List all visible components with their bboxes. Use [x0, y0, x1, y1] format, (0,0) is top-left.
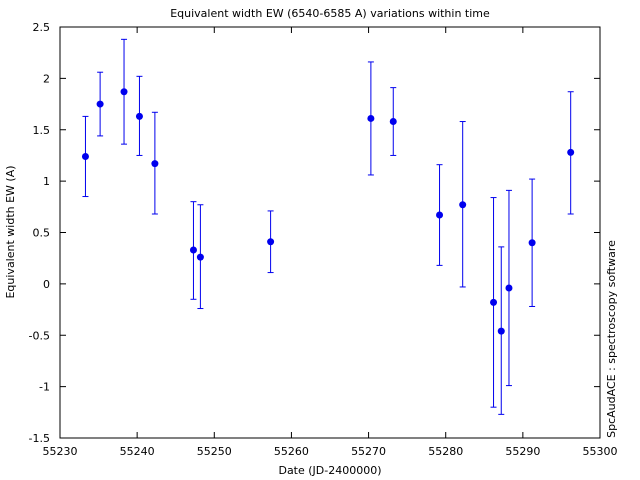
y-tick-label: 2 [43, 72, 50, 85]
software-credit: SpcAudACE : spectroscopy software [605, 240, 618, 438]
plot-frame [59, 26, 601, 439]
data-point [81, 152, 89, 160]
y-tick-label: -1 [39, 381, 50, 394]
data-point [567, 148, 575, 156]
y-tick-label: 2.5 [33, 21, 51, 34]
y-tick-label: 0.5 [33, 227, 51, 240]
x-axis-label: Date (JD-2400000) [278, 464, 381, 477]
x-tick-label: 55280 [428, 445, 463, 458]
x-tick-label: 55240 [120, 445, 155, 458]
data-point [120, 88, 128, 96]
data-point [151, 160, 159, 168]
data-point [96, 100, 104, 108]
x-tick-label: 55260 [274, 445, 309, 458]
data-point [389, 118, 397, 126]
data-point [505, 284, 513, 292]
data-point [267, 238, 275, 246]
data-point [459, 201, 467, 209]
y-axis-label: Equivalent width EW (A) [4, 165, 17, 298]
y-tick-label: 1 [43, 175, 50, 188]
data-point [436, 211, 444, 219]
y-tick-label: -1.5 [29, 432, 50, 445]
chart-title: Equivalent width EW (6540-6585 A) variat… [170, 7, 490, 20]
data-point [497, 327, 505, 335]
y-tick-label: 1.5 [33, 124, 51, 137]
y-tick-label: 0 [43, 278, 50, 291]
y-tick-label: -0.5 [29, 329, 50, 342]
x-tick-label: 55300 [583, 445, 618, 458]
data-point [367, 114, 375, 122]
data-point [189, 246, 197, 254]
data-point [528, 239, 536, 247]
data-point [490, 298, 498, 306]
axes: 55230 55240 55250 55260 55270 55280 55290 55300… [29, 21, 618, 458]
x-tick-label: 55230 [43, 445, 78, 458]
x-tick-label: 55250 [197, 445, 232, 458]
x-tick-label: 55290 [505, 445, 540, 458]
data-point [135, 112, 143, 120]
data-points [81, 88, 575, 335]
data-point [196, 253, 204, 261]
error-bars [82, 38, 574, 415]
x-tick-label: 55270 [351, 445, 386, 458]
